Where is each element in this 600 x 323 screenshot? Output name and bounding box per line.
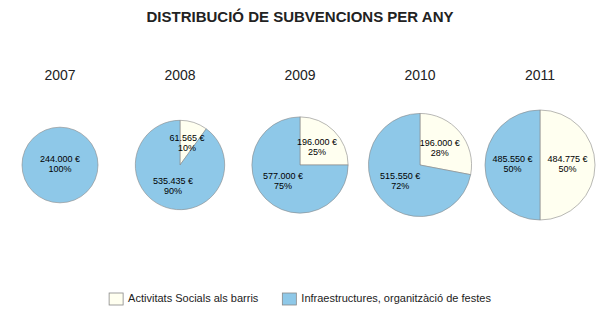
data-label-line: 196.000 € (420, 138, 460, 148)
title: DISTRIBUCIÓ DE SUBVENCIONS PER ANY (147, 8, 454, 25)
data-label-line: 244.000 € (40, 154, 80, 164)
data-label: 484.775 €50% (547, 154, 587, 174)
data-label-line: 535.435 € (153, 176, 193, 186)
data-label-line: 484.775 € (547, 154, 587, 164)
legend-swatch (109, 293, 123, 305)
pie (368, 113, 471, 216)
data-label-line: 196.000 € (297, 137, 337, 147)
data-label-line: 50% (558, 164, 576, 174)
legend-label: Activitats Socials als barris (128, 292, 259, 304)
data-label-line: 90% (164, 186, 182, 196)
pie-name: 2010 (404, 67, 435, 83)
data-label: 485.550 €50% (492, 154, 532, 174)
data-label-line: 100% (48, 164, 71, 174)
chart: DISTRIBUCIÓ DE SUBVENCIONS PER ANY 2007 24… (0, 0, 600, 323)
data-label-line: 75% (274, 181, 292, 191)
pie-name: 2011 (525, 67, 555, 83)
slice (22, 127, 98, 203)
slice (252, 117, 348, 213)
pie-name: 2009 (284, 67, 315, 83)
slice (420, 113, 472, 174)
data-label-line: 28% (431, 148, 449, 158)
labels: 2007 244.000 €100% 2008 61.565 €10% 535.435 … (40, 67, 588, 196)
pie (252, 117, 348, 213)
data-label: 577.000 €75% (263, 171, 303, 191)
data-label-line: 577.000 € (263, 171, 303, 181)
pies (22, 110, 595, 220)
pie-name: 2008 (164, 67, 195, 83)
data-label: 196.000 €28% (420, 138, 460, 158)
slice (368, 113, 470, 216)
data-label: 244.000 €100% (40, 154, 80, 174)
data-label-line: 485.550 € (492, 154, 532, 164)
data-label-line: 25% (308, 147, 326, 157)
slice (485, 110, 540, 220)
data-label: 535.435 €90% (153, 176, 193, 196)
data-label: 515.550 €72% (380, 171, 420, 191)
legend-label: Infraestructures, organitzàció de festes (301, 292, 491, 304)
slice (540, 110, 595, 220)
data-label: 61.565 €10% (169, 133, 204, 153)
data-label-line: 50% (503, 164, 521, 174)
legend-item: Activitats Socials als barris (109, 292, 259, 305)
legend-swatch (282, 293, 296, 305)
data-label-line: 61.565 € (169, 133, 204, 143)
data-label: 196.000 €25% (297, 137, 337, 157)
pie (22, 127, 98, 203)
slice (135, 120, 224, 209)
data-label-line: 72% (391, 181, 409, 191)
pie (135, 120, 224, 209)
data-label-line: 515.550 € (380, 171, 420, 181)
legend: Activitats Socials als barris Infraestruc… (109, 292, 491, 305)
data-label-line: 10% (178, 143, 196, 153)
legend-item: Infraestructures, organitzàció de festes (282, 292, 491, 305)
pie (485, 110, 595, 220)
pie-name: 2007 (44, 67, 75, 83)
